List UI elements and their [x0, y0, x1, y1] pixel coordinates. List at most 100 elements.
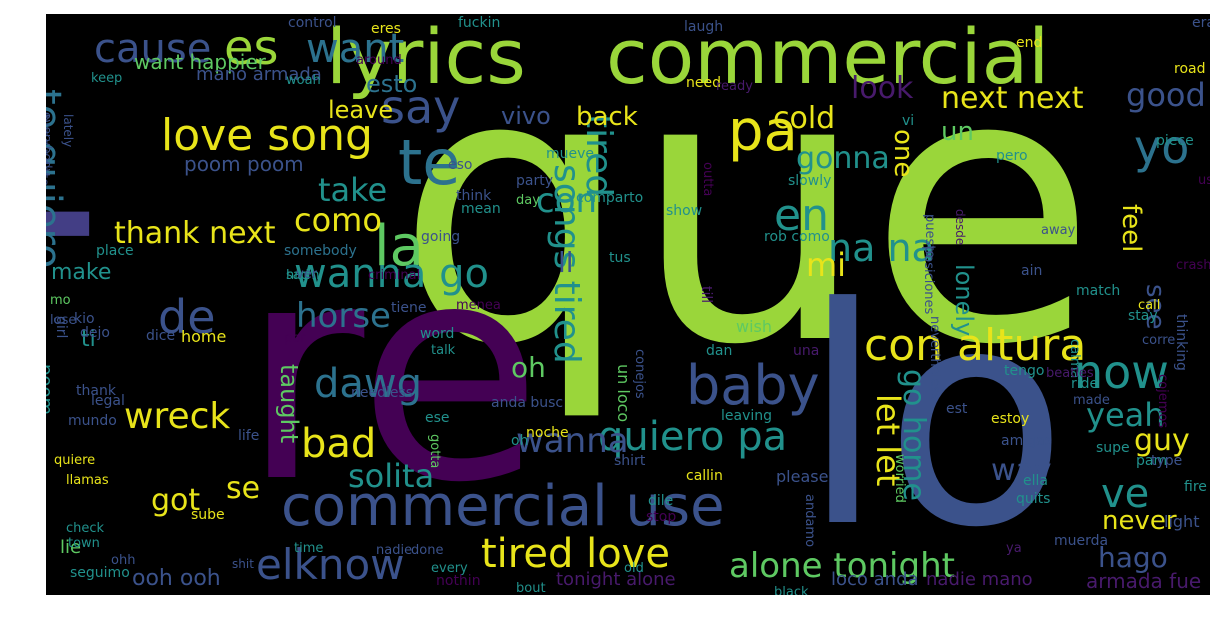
- cloud-word: anda busc: [491, 395, 564, 411]
- cloud-word: slowly: [788, 173, 832, 189]
- cloud-word: thank: [76, 383, 116, 399]
- cloud-word: un: [941, 117, 974, 147]
- cloud-word: supe: [1096, 440, 1130, 456]
- cloud-word: life: [238, 428, 260, 444]
- cloud-word: way: [991, 453, 1052, 488]
- cloud-word: day: [516, 193, 540, 208]
- cloud-word: gotta: [427, 434, 442, 469]
- cloud-word: re: [241, 199, 543, 548]
- cloud-word: guy: [1134, 423, 1190, 458]
- cloud-word: love song: [161, 110, 373, 161]
- cloud-word: menea: [456, 298, 501, 313]
- cloud-word: oh: [511, 351, 546, 384]
- cloud-word: somebody: [284, 243, 357, 259]
- cloud-word: cold: [773, 101, 836, 136]
- cloud-word: ver: [296, 267, 318, 282]
- cloud-word: una: [793, 343, 820, 359]
- cloud-word: legal: [91, 393, 125, 409]
- cloud-word: ve: [1101, 471, 1150, 517]
- cloud-word: wanna go: [294, 251, 490, 297]
- cloud-word: leaving: [721, 408, 773, 424]
- cloud-word: stop: [646, 509, 677, 525]
- cloud-word: thank next: [114, 216, 276, 251]
- cloud-word: rob como: [764, 229, 830, 245]
- cloud-word: ella: [1023, 473, 1048, 489]
- cloud-word: say: [381, 80, 461, 134]
- cloud-word: call: [1138, 298, 1161, 313]
- cloud-word: old: [624, 561, 644, 576]
- cloud-word: ohh: [111, 553, 136, 568]
- cloud-word: place: [96, 243, 134, 259]
- cloud-word: la: [374, 214, 424, 279]
- cloud-word: lonely: [950, 264, 978, 337]
- cloud-word: bad: [301, 421, 377, 467]
- cloud-word: se: [226, 471, 261, 506]
- cloud-word: mo: [50, 293, 71, 308]
- cloud-word: solita: [348, 457, 435, 495]
- cloud-word: hago: [1098, 541, 1168, 574]
- cloud-word: pam: [1136, 453, 1168, 469]
- cloud-word: black: [774, 585, 809, 595]
- cloud-word: piece: [1156, 133, 1194, 149]
- cloud-word: elknow: [256, 540, 405, 589]
- cloud-word: back: [576, 102, 638, 132]
- cloud-word: check: [66, 521, 105, 536]
- cloud-word: dice: [146, 328, 176, 344]
- cloud-word: want happier: [134, 50, 266, 74]
- cloud-word: type: [1151, 453, 1183, 469]
- cloud-word: horse: [296, 296, 391, 336]
- cloud-word: look: [851, 71, 914, 106]
- cloud-word: crash: [1176, 258, 1210, 273]
- cloud-word: es: [224, 20, 279, 76]
- cloud-word: ride: [1071, 376, 1099, 392]
- cloud-word: pero: [996, 148, 1028, 164]
- cloud-word: dejo: [80, 325, 110, 341]
- cloud-word: corre: [1142, 333, 1176, 348]
- cloud-word: seguimo: [70, 565, 130, 581]
- cloud-word: esto: [366, 70, 418, 98]
- cloud-word: puesto: [922, 214, 937, 259]
- cloud-word: quits: [1016, 491, 1051, 507]
- cloud-word: alone tonight: [729, 546, 955, 586]
- cloud-word: take: [318, 171, 388, 209]
- cloud-word: wanna: [516, 421, 629, 461]
- cloud-word: mean: [461, 201, 501, 217]
- cloud-word: shirt: [614, 453, 646, 469]
- cloud-word: mundo: [68, 413, 117, 429]
- cloud-word: poom poom: [184, 152, 304, 176]
- cloud-word: make: [51, 260, 112, 285]
- cloud-word: control: [288, 15, 337, 31]
- cloud-word: thinking: [1173, 314, 1189, 371]
- cloud-word: lose: [50, 313, 77, 328]
- cloud-word: tengo: [1004, 363, 1045, 379]
- cloud-word: ooh ooh: [132, 566, 221, 591]
- cloud-word: want: [306, 26, 405, 72]
- cloud-word: every: [431, 561, 468, 576]
- cloud-word: done: [411, 543, 444, 558]
- cloud-word: de: [158, 290, 216, 344]
- cloud-word: away: [1041, 223, 1076, 238]
- cloud-word: bout: [516, 581, 546, 595]
- cloud-word: talk: [431, 343, 456, 358]
- cloud-word: estoy: [991, 411, 1030, 427]
- cloud-word: light: [1164, 512, 1200, 531]
- cloud-word: good: [1126, 76, 1206, 114]
- cloud-word: tired love: [481, 531, 670, 577]
- cloud-word: end: [1016, 35, 1043, 51]
- cloud-word: lie: [60, 537, 82, 558]
- cloud-word: na na: [828, 226, 935, 270]
- cloud-word: beatles: [1046, 366, 1094, 381]
- cloud-word: woah: [286, 73, 321, 88]
- cloud-word: word: [420, 326, 455, 342]
- cloud-word: commercial: [606, 14, 1050, 101]
- cloud-word: mueve: [546, 146, 595, 162]
- cloud-word: time: [294, 541, 324, 556]
- cloud-word: ready: [716, 79, 753, 94]
- cloud-word: nevertheless: [927, 316, 942, 400]
- cloud-word: vivo: [501, 102, 551, 130]
- cloud-word: wish: [736, 317, 773, 336]
- cloud-word: desde: [953, 209, 967, 246]
- cloud-word: dawg: [314, 361, 423, 407]
- cloud-word: tus: [609, 250, 631, 266]
- cloud-word: town: [68, 536, 100, 551]
